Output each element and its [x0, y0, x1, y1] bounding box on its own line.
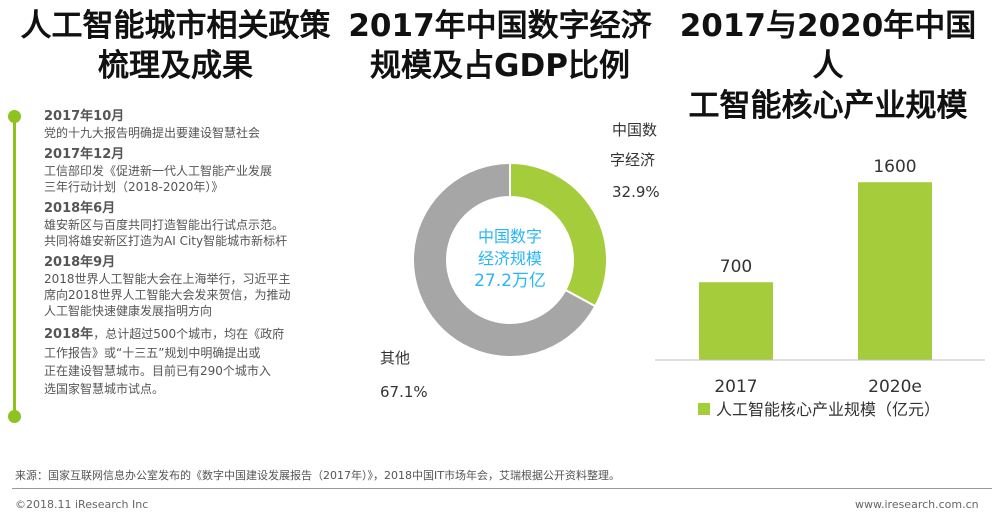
digital-economy-title-line-1: 2017年中国数字经济 [348, 8, 652, 44]
event-text: 三年行动计划（2018-2020年）》 [44, 180, 224, 194]
digital-economy-title-line-2: 规模及占GDP比例 [370, 48, 630, 84]
pie-slice-other [412, 161, 597, 358]
event-text: 党的十九大报告明确提出要建设智慧社会 [44, 126, 261, 140]
center-label-line: 中国数字 [478, 227, 542, 246]
slice-label-digital-economy: 字经济 [610, 151, 655, 169]
bar-value-label: 1600 [873, 157, 916, 177]
bar-axis: 2017 2020e [655, 359, 985, 397]
event-text: 雄安新区与百度共同打造智能出行试点示范。 [44, 218, 285, 232]
timeline-line [13, 116, 16, 416]
ai-industry-title-line-2: 工智能核心产业规模 [688, 88, 968, 124]
timeline-end-dot [8, 410, 21, 423]
bar-2020e [858, 182, 932, 360]
event-text-part: ，总计超过500个城市，均在《政府 [93, 327, 285, 341]
event-text: 工作报告》或“十三五”规划中明确提出或 [44, 346, 261, 360]
slice-value-digital-economy: 32.9% [612, 183, 660, 201]
timeline-events: 2017年10月 党的十九大报告明确提出要建设智慧社会 2017年12月 工信部… [44, 109, 344, 404]
x-tick-label: 2020e [868, 377, 922, 397]
pie-slice-digital-economy [509, 161, 608, 308]
timeline-event: 2018年9月 2018世界人工智能大会在上海举行，习近平主 席向2018世界人… [44, 255, 344, 319]
ai-industry-title-line-1: 2017与2020年中国人 [679, 8, 977, 84]
event-text: 席向2018世界人工智能大会发来贺信，为推动 [44, 288, 291, 302]
slice-label-digital-economy: 中国数 [612, 121, 657, 139]
event-date: 2017年12月 [44, 147, 125, 162]
policy-title: 人工智能城市相关政策 梳理及成果 [18, 6, 333, 86]
digital-economy-title: 2017年中国数字经济 规模及占GDP比例 [345, 6, 655, 86]
timeline-event: 2017年10月 党的十九大报告明确提出要建设智慧社会 [44, 109, 344, 141]
policy-title-line-1: 人工智能城市相关政策 [20, 8, 331, 44]
slice-label-other: 其他 [380, 349, 410, 367]
event-text: 2018世界人工智能大会在上海举行，习近平主 [44, 272, 291, 286]
event-date: 2017年10月 [44, 109, 125, 124]
bar-value-label: 700 [720, 257, 752, 277]
timeline-event-final: 2018年，总计超过500个城市，均在《政府 工作报告》或“十三五”规划中明确提… [44, 325, 344, 398]
event-text: 工信部印发《促进新一代人工智能产业发展 [44, 164, 273, 178]
ai-industry-title: 2017与2020年中国人 工智能核心产业规模 [668, 6, 988, 126]
donut-slices [412, 161, 608, 358]
timeline-event: 2017年12月 工信部印发《促进新一代人工智能产业发展 三年行动计划（2018… [44, 147, 344, 195]
event-text: 人工智能快速健康发展指明方向 [44, 304, 213, 318]
event-date: 2018年 [44, 327, 94, 342]
source-note: 来源：国家互联网信息办公室发布的《数字中国建设发展报告（2017年）》，2018… [15, 469, 620, 482]
center-label-line: 经济规模 [478, 249, 542, 268]
event-date: 2018年6月 [44, 201, 116, 216]
event-text: 正在建设智慧城市。目前已有290个城市入 [44, 364, 271, 378]
legend-label: 人工智能核心产业规模（亿元） [716, 400, 940, 419]
policy-title-line-2: 梳理及成果 [98, 48, 253, 84]
x-tick-label: 2017 [714, 377, 757, 397]
footer-divider [12, 488, 992, 489]
timeline-start-dot [8, 110, 21, 123]
bar-legend: 人工智能核心产业规模（亿元） [698, 400, 940, 419]
event-text: 共同将雄安新区打造为AI City智能城市新标杆 [44, 234, 288, 248]
event-text: 选国家智慧城市试点。 [44, 382, 165, 396]
center-label-line: 27.2万亿 [474, 271, 546, 291]
bar-2017 [699, 282, 773, 360]
website-url: www.iresearch.com.cn [855, 498, 979, 511]
event-text: 2018年，总计超过500个城市，均在《政府 [44, 325, 344, 344]
donut-labels: 中国数字经济 32.9% 其他 67.1% [380, 121, 660, 401]
timeline-event: 2018年6月 雄安新区与百度共同打造智能出行试点示范。 共同将雄安新区打造为A… [44, 201, 344, 249]
slice-value-other: 67.1% [380, 383, 428, 401]
legend-swatch [698, 403, 710, 415]
bar-group: 700 1600 [699, 157, 932, 360]
event-date: 2018年9月 [44, 255, 116, 270]
copyright: ©2018.11 iResearch Inc [15, 498, 149, 511]
ai-industry-bar-chart: 700 1600 2017 2020e 人工智能核心产业规模（亿元） [655, 157, 985, 419]
